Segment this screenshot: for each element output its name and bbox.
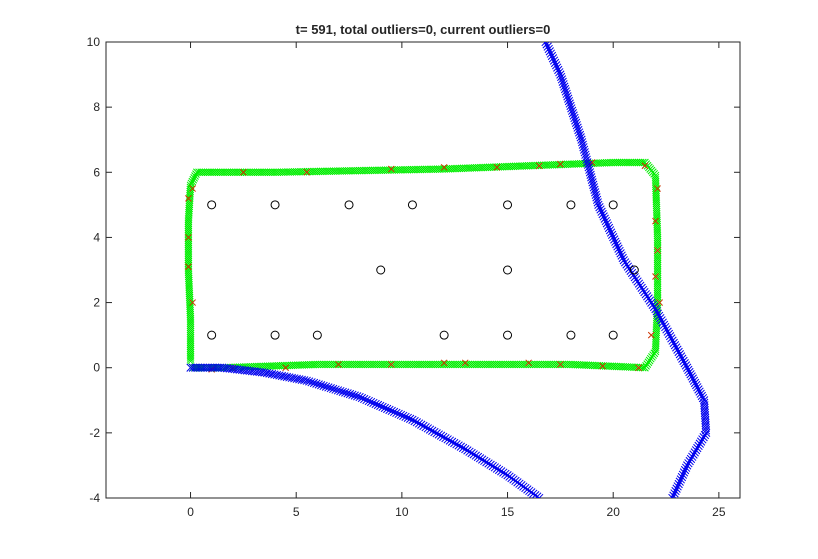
estimated-trajectory xyxy=(185,159,661,371)
landmark-marker xyxy=(440,331,448,339)
y-tick-label: 10 xyxy=(87,35,101,49)
sensor-marker xyxy=(695,442,703,450)
sensor-marker xyxy=(631,273,639,281)
landmark-marker xyxy=(609,201,617,209)
landmark-marker xyxy=(504,201,512,209)
sensor-marker xyxy=(632,276,640,284)
sensor-marker xyxy=(700,433,708,441)
tick-group: 0 5 10 15 20 25 -4 -2 0 2 4 6 8 10 xyxy=(87,35,740,519)
landmark-marker xyxy=(567,331,575,339)
sensor-marker xyxy=(699,436,707,444)
landmark-marker xyxy=(377,266,385,274)
x-tick-label: 25 xyxy=(712,505,726,519)
landmark-marker xyxy=(271,201,279,209)
landmark-marker xyxy=(408,201,416,209)
sensor-marker xyxy=(701,431,709,439)
sensor-marker xyxy=(634,278,642,286)
landmark-marker xyxy=(504,331,512,339)
sensor-marker xyxy=(639,286,647,294)
sensor-marker xyxy=(694,444,702,452)
y-tick-label: 8 xyxy=(93,100,100,114)
sensor-marker xyxy=(686,457,694,465)
sensor-marker xyxy=(692,446,700,454)
sensor-marker xyxy=(642,290,650,298)
y-tick-label: 6 xyxy=(93,165,100,179)
y-tick-label: 2 xyxy=(93,296,100,310)
plot-area xyxy=(185,38,710,502)
measured-trajectory xyxy=(185,160,662,373)
landmark-marker xyxy=(609,331,617,339)
landmark-marker xyxy=(271,331,279,339)
sensor-marker xyxy=(645,295,653,303)
sensor-marker xyxy=(637,282,645,290)
sensor-marker xyxy=(638,284,646,292)
x-tick-label: 10 xyxy=(395,505,409,519)
sensor-marker xyxy=(688,453,696,461)
x-tick-label: 5 xyxy=(293,505,300,519)
sensor-marker xyxy=(648,299,656,307)
measurement-marker xyxy=(240,169,246,175)
sensor-marker xyxy=(690,451,698,459)
sensor-path-B xyxy=(187,364,543,502)
measurement-marker xyxy=(185,264,191,270)
sensor-marker xyxy=(687,455,695,463)
sensor-marker xyxy=(623,261,631,269)
y-tick-label: 0 xyxy=(93,361,100,375)
landmark-marker xyxy=(345,201,353,209)
y-tick-label: -2 xyxy=(89,426,100,440)
sensor-marker xyxy=(697,438,705,446)
y-tick-label: -4 xyxy=(89,491,100,505)
sensor-marker xyxy=(691,449,699,457)
sensor-marker xyxy=(625,265,633,273)
sensor-marker xyxy=(641,288,649,296)
data-group xyxy=(185,38,710,502)
chart-title: t= 591, total outliers=0, current outlie… xyxy=(296,22,551,37)
sensor-marker xyxy=(635,280,643,288)
sensor-marker xyxy=(646,297,654,305)
sensor-marker xyxy=(643,293,651,301)
x-tick-label: 15 xyxy=(501,505,515,519)
landmark-marker xyxy=(567,201,575,209)
landmark-marker xyxy=(504,266,512,274)
landmark-marker xyxy=(208,201,216,209)
sensor-marker xyxy=(696,440,704,448)
landmark-marker xyxy=(208,331,216,339)
x-tick-label: 0 xyxy=(187,505,194,519)
y-tick-label: 4 xyxy=(93,230,100,244)
sensor-path-A xyxy=(542,38,710,502)
landmarks xyxy=(208,201,639,339)
x-tick-label: 20 xyxy=(607,505,621,519)
landmark-marker xyxy=(313,331,321,339)
